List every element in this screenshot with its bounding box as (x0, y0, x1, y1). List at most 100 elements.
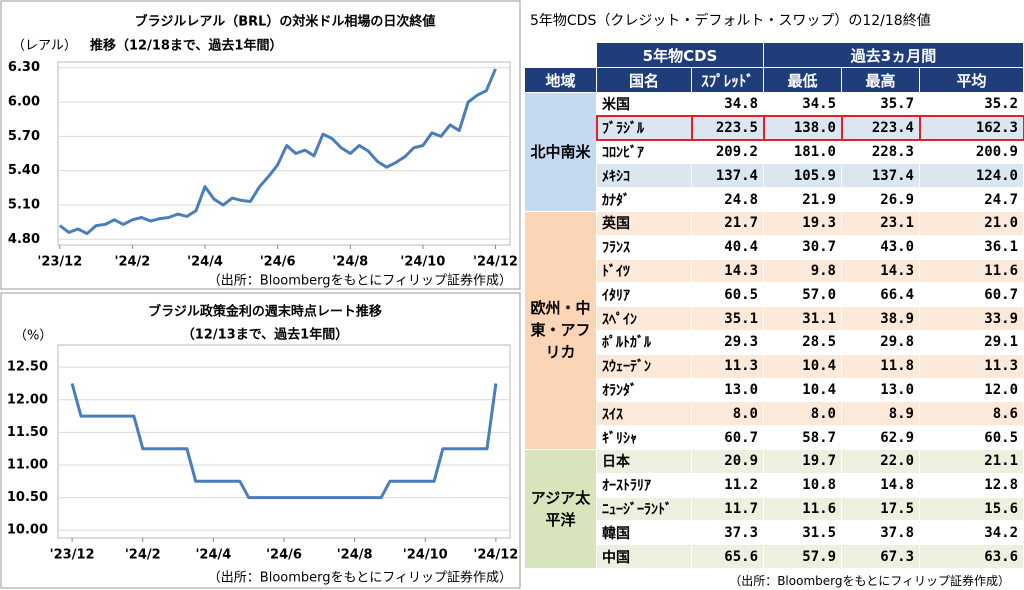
value-cell: 34.2 (919, 520, 1024, 546)
value-cell: 34.8 (691, 92, 764, 117)
y-tick-label: 11.00 (7, 457, 48, 472)
table-row: ｵﾗﾝﾀﾞ 13.0 10.4 13.0 12.0 (525, 377, 1024, 403)
value-cell: 223.4 (840, 115, 921, 142)
value-cell: 31.1 (763, 306, 842, 331)
value-cell: 12.8 (919, 472, 1024, 498)
table-row: ﾌﾞﾗｼﾞﾙ 223.5 138.0 223.4 162.3 (525, 115, 1024, 142)
value-cell: 66.4 (841, 282, 920, 308)
value-cell: 60.7 (691, 425, 764, 450)
country-cell: 英国 (596, 210, 692, 236)
value-cell: 11.6 (919, 258, 1024, 284)
plot-area (57, 61, 511, 246)
header-row: 地域 国名 ｽﾌﾟﾚｯﾄﾞ 最低 最高 平均 (524, 67, 1024, 93)
country-cell: 米国 (596, 92, 692, 117)
value-cell: 24.7 (919, 187, 1024, 212)
table-row: ｷﾞﾘｼｬ 60.7 58.7 62.9 60.5 (525, 425, 1024, 450)
value-cell: 29.3 (691, 329, 764, 355)
value-cell: 60.5 (691, 282, 764, 308)
value-cell: 181.0 (763, 139, 842, 165)
value-cell: 29.8 (841, 329, 920, 355)
x-tick-label: '24/2 (125, 548, 161, 563)
table-row: アジア太平洋 日本 20.9 19.7 22.0 21.1 (524, 448, 1024, 569)
y-tick-label: 4.80 (8, 232, 40, 247)
country-cell: 中国 (596, 544, 692, 569)
country-cell: ｲﾀﾘｱ (596, 282, 692, 308)
value-cell: 14.3 (841, 258, 920, 284)
group-header: 5年物CDS (596, 42, 764, 68)
x-tick-label: '23/12 (37, 255, 82, 270)
x-tick-label: '24/6 (266, 548, 302, 563)
value-cell: 11.6 (763, 496, 842, 522)
value-cell: 10.4 (763, 377, 842, 403)
source-note: （出所：Bloombergをもとにフィリップ証券作成） (208, 570, 512, 586)
value-cell: 105.9 (763, 163, 842, 189)
value-cell: 21.0 (919, 210, 1024, 236)
value-cell: 10.8 (763, 472, 842, 498)
y-axis-label: （%） (14, 329, 52, 344)
country-cell: ｽｳｪｰﾃﾞﾝ (596, 353, 692, 379)
value-cell: 11.3 (691, 353, 764, 379)
x-tick-label: '24/2 (114, 255, 150, 270)
x-tick-label: '24/10 (400, 255, 445, 270)
country-cell: ﾌﾞﾗｼﾞﾙ (595, 115, 693, 142)
value-cell: 62.9 (841, 425, 920, 450)
chart-subtitle: （12/13まで、過去1年間） (182, 327, 348, 343)
value-cell: 13.0 (691, 377, 764, 403)
y-tick-label: 5.70 (8, 129, 40, 144)
value-cell: 228.3 (841, 139, 920, 165)
value-cell: 19.7 (763, 448, 842, 474)
value-cell: 31.5 (763, 520, 842, 546)
header-row: 5年物CDS 過去3ヵ月間 (524, 42, 1024, 68)
value-cell: 11.8 (841, 353, 920, 379)
y-tick-label: 5.10 (8, 197, 40, 212)
country-cell: ﾆｭｰｼﾞｰﾗﾝﾄﾞ (596, 496, 692, 522)
x-tick-label: '24/12 (473, 548, 518, 563)
value-cell: 200.9 (919, 139, 1024, 165)
value-cell: 21.9 (763, 187, 842, 212)
value-cell: 43.0 (841, 234, 920, 260)
country-cell: ｺﾛﾝﾋﾞｱ (596, 139, 692, 165)
chart-title: ブラジル政策金利の週末時点レート推移 (148, 304, 382, 320)
table-row: ｽｲｽ 8.0 8.0 8.9 8.6 (525, 401, 1024, 427)
column-header: 最低 (763, 67, 842, 93)
y-axis-label: （レアル） (12, 39, 77, 54)
value-cell: 8.0 (763, 401, 842, 427)
value-cell: 30.7 (763, 234, 842, 260)
value-cell: 63.6 (919, 544, 1024, 569)
table-row: ｶﾅﾀﾞ 24.8 21.9 26.9 24.7 (525, 187, 1024, 212)
column-header: ｽﾌﾟﾚｯﾄﾞ (691, 67, 764, 93)
y-tick-label: 5.40 (8, 163, 40, 178)
x-tick-label: '24/6 (260, 255, 296, 270)
value-cell: 9.8 (763, 258, 842, 284)
region-cell: 北中南米 (524, 92, 597, 212)
value-cell: 209.2 (691, 139, 764, 165)
value-cell: 14.8 (841, 472, 920, 498)
x-tick-label: '24/10 (403, 548, 448, 563)
value-cell: 23.1 (841, 210, 920, 236)
column-header: 平均 (919, 67, 1024, 93)
table-row: 欧州・中東・アフリカ 英国 21.7 19.3 23.1 21.0 (524, 210, 1024, 450)
value-cell: 40.4 (691, 234, 764, 260)
y-tick-label: 11.50 (7, 425, 48, 440)
value-cell: 21.7 (691, 210, 764, 236)
x-tick-label: '24/8 (332, 255, 368, 270)
value-cell: 33.9 (919, 306, 1024, 331)
group-header: 過去3ヵ月間 (763, 42, 1024, 68)
value-cell: 60.5 (919, 425, 1024, 450)
country-cell: ﾒｷｼｺ (596, 163, 692, 189)
table-source: （出所：Bloombergをもとにフィリップ証券作成） (729, 574, 1010, 588)
value-cell: 14.3 (691, 258, 764, 284)
y-tick-label: 10.00 (7, 523, 48, 538)
value-cell: 26.9 (841, 187, 920, 212)
panel-border (0, 0, 521, 290)
table-row: 韓国 37.3 31.5 37.8 34.2 (525, 520, 1024, 546)
region-cell: アジア太平洋 (524, 448, 597, 569)
value-cell: 11.7 (691, 496, 764, 522)
y-tick-label: 12.00 (7, 392, 48, 407)
value-cell: 34.5 (763, 92, 842, 117)
country-cell: ﾎﾟﾙﾄｶﾞﾙ (596, 329, 692, 355)
table-row: ﾄﾞｲﾂ 14.3 9.8 14.3 11.6 (525, 258, 1024, 284)
x-tick-label: '24/8 (337, 548, 373, 563)
table-row: ｵｰｽﾄﾗﾘｱ 11.2 10.8 14.8 12.8 (525, 472, 1024, 498)
